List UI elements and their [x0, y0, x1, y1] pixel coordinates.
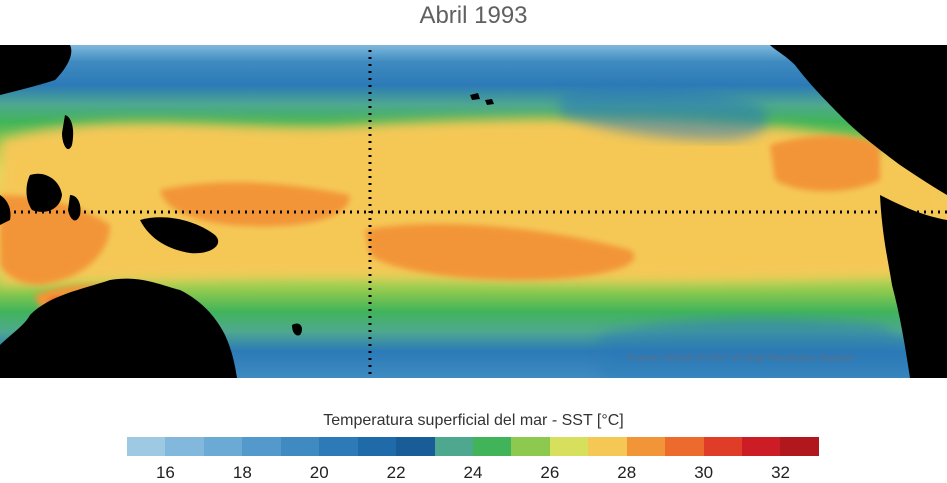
new-guinea-landmass — [140, 217, 219, 254]
colorbar-tick-label: 28 — [617, 463, 637, 482]
colorbar-swatch — [549, 437, 589, 456]
asia-landmass — [0, 45, 72, 95]
colorbar-tick-label: 30 — [694, 463, 714, 482]
philippines-landmass — [62, 115, 74, 150]
colorbar-title: Temperatura superficial del mar - SST [°… — [323, 412, 624, 429]
colorbar-tick-label: 22 — [386, 463, 406, 482]
colorbar-swatch — [357, 437, 397, 456]
sulawesi-landmass — [68, 195, 81, 221]
south-america-landmass — [880, 195, 947, 378]
borneo-landmass — [26, 173, 62, 212]
colorbar-swatch — [588, 437, 627, 456]
colorbar — [127, 437, 819, 456]
colorbar-swatch — [242, 437, 281, 456]
north-america-landmass — [770, 45, 947, 195]
colorbar-tick-label: 32 — [771, 463, 790, 482]
map-title: Abril 1993 — [419, 2, 528, 29]
sumatra-landmass — [0, 195, 11, 225]
colorbar-swatch — [165, 437, 204, 456]
colorbar-swatch — [626, 437, 666, 456]
new-zealand-landmass — [292, 323, 303, 336]
colorbar-swatch — [280, 437, 320, 456]
australia-landmass — [0, 278, 237, 378]
colorbar-tick-label: 18 — [232, 463, 252, 482]
sst-map: Fuente: NOAA OI SST V2 High Resolution D… — [0, 45, 947, 378]
source-credit: Fuente: NOAA OI SST V2 High Resolution D… — [628, 353, 854, 364]
colorbar-swatch — [780, 437, 819, 456]
colorbar-tick-label: 16 — [155, 463, 175, 482]
colorbar-swatch — [665, 437, 704, 456]
colorbar-tick-label: 24 — [463, 463, 483, 482]
hawaii-islands — [470, 93, 494, 105]
colorbar-swatch — [127, 437, 166, 456]
colorbar-tick-label: 26 — [540, 463, 560, 482]
colorbar-tick-label: 20 — [309, 463, 329, 482]
colorbar-swatch — [703, 437, 742, 456]
caribbean-islands — [860, 88, 905, 103]
colorbar-swatch — [511, 437, 550, 456]
colorbar-swatch — [319, 437, 358, 456]
land-masses — [0, 45, 947, 378]
colorbar-swatch — [434, 437, 473, 456]
colorbar-swatch — [203, 437, 243, 456]
colorbar-swatch — [742, 437, 781, 456]
colorbar-swatch — [472, 437, 512, 456]
colorbar-swatch — [396, 437, 435, 456]
